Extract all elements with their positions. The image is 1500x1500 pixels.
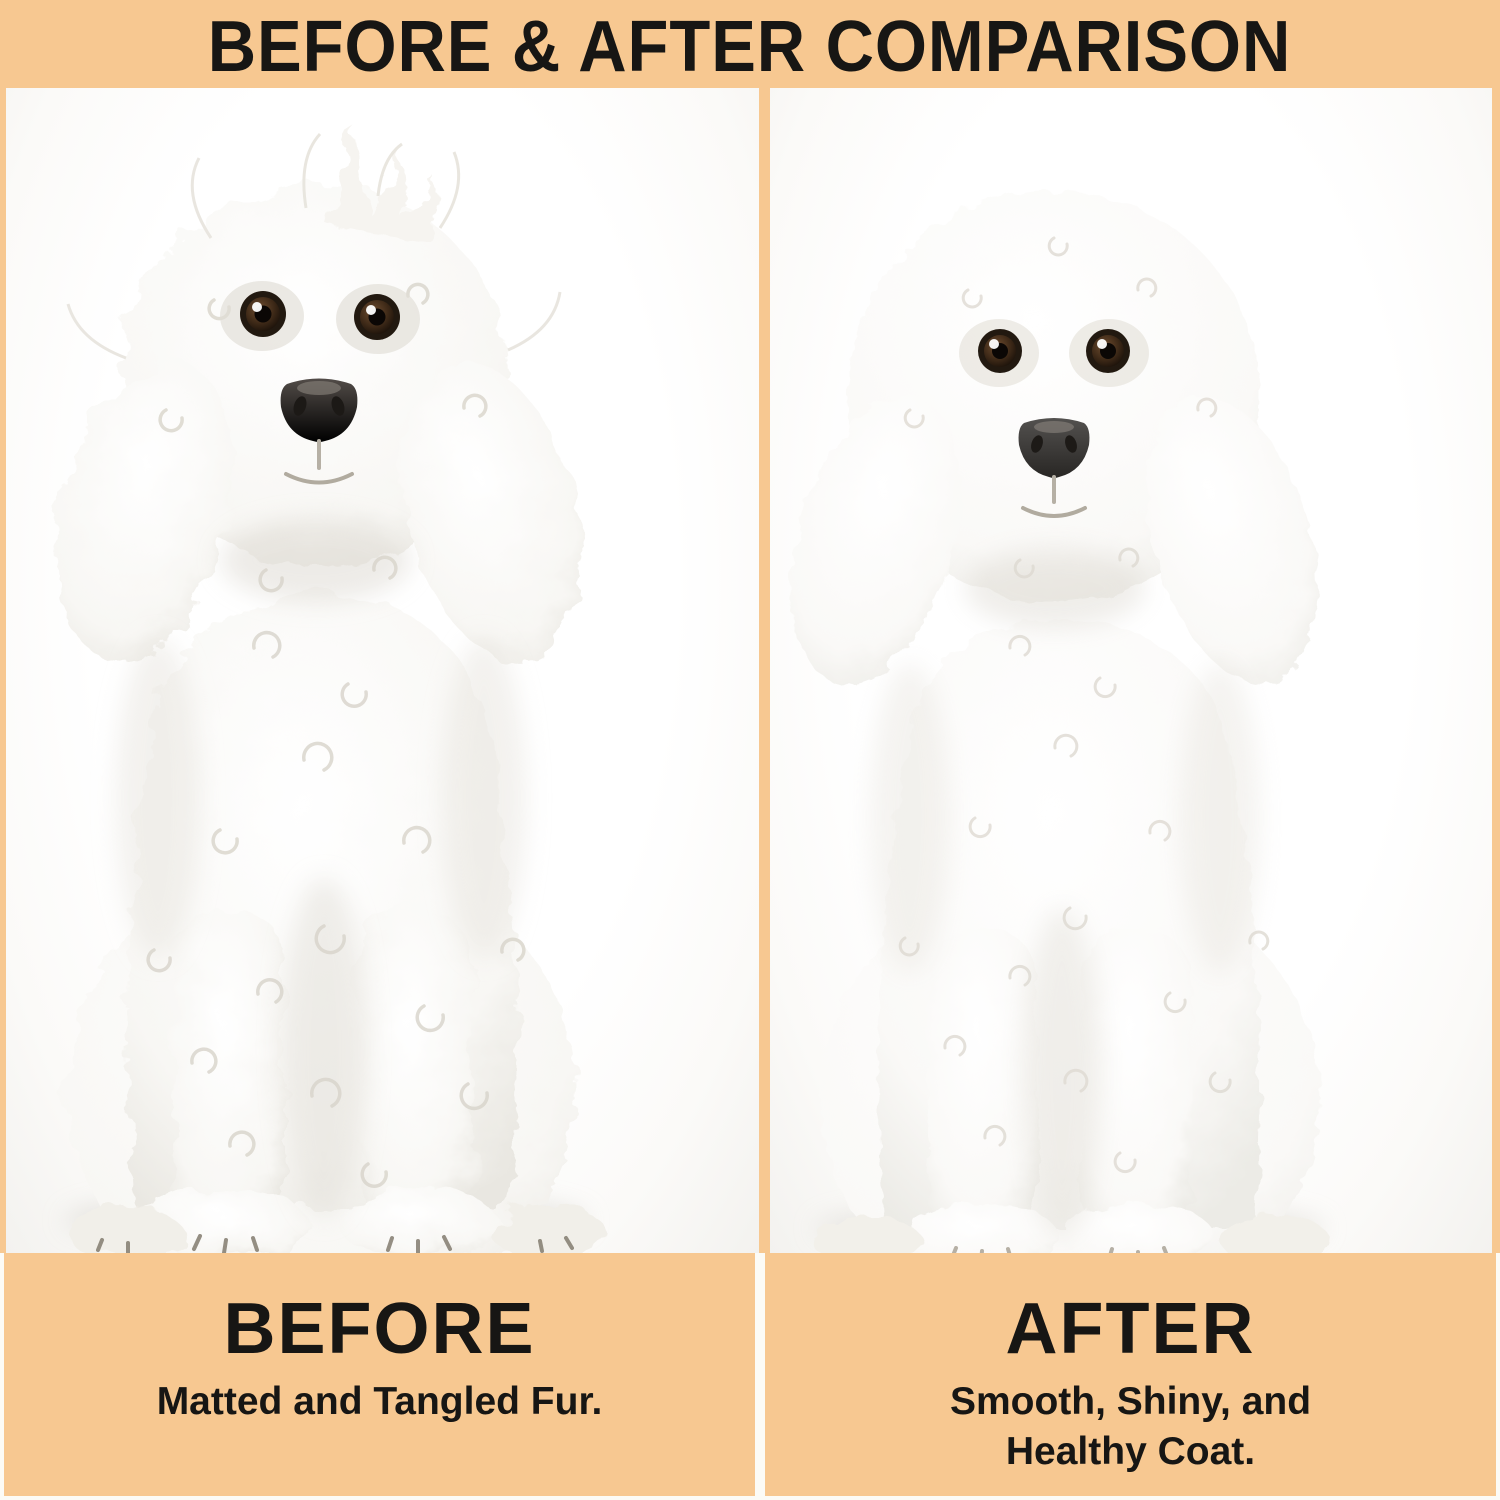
page-title: BEFORE & AFTER COMPARISON xyxy=(208,7,1292,87)
after-dog-photo xyxy=(790,190,1330,1253)
after-caption: Smooth, Shiny, and Healthy Coat. xyxy=(950,1377,1311,1477)
before-dog-photo xyxy=(56,128,606,1253)
comparison-captions: BEFORE Matted and Tangled Fur. AFTER Smo… xyxy=(0,1253,1500,1500)
after-caption-line-1: Smooth, Shiny, and xyxy=(949,1380,1312,1423)
before-caption: Matted and Tangled Fur. xyxy=(157,1377,603,1427)
after-label: AFTER xyxy=(1005,1289,1256,1369)
header-banner: BEFORE & AFTER COMPARISON xyxy=(0,0,1500,88)
photo-divider xyxy=(759,88,770,1253)
after-photo-panel xyxy=(770,88,1492,1253)
before-label: BEFORE xyxy=(223,1289,536,1369)
before-caption-panel: BEFORE Matted and Tangled Fur. xyxy=(4,1253,755,1496)
before-caption-line: Matted and Tangled Fur. xyxy=(156,1380,603,1423)
after-caption-panel: AFTER Smooth, Shiny, and Healthy Coat. xyxy=(765,1253,1496,1496)
before-photo-panel xyxy=(6,88,759,1253)
after-caption-line-2: Healthy Coat. xyxy=(1005,1430,1256,1473)
